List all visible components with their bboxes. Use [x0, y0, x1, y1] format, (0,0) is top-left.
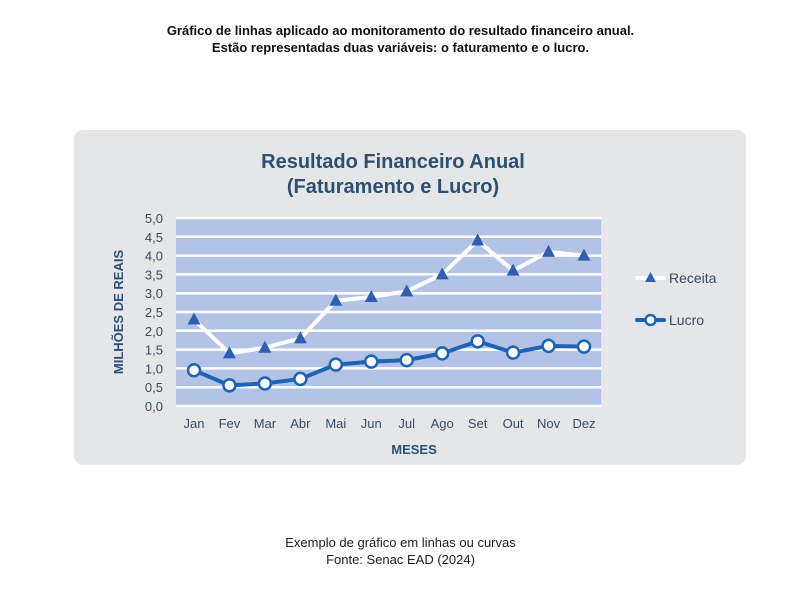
data-point-lucro [257, 376, 273, 391]
y-tick-label: 4,0 [145, 249, 163, 264]
chart-title-line-2: (Faturamento e Lucro) [287, 176, 499, 198]
data-point-lucro [293, 371, 308, 387]
intro-caption-line-1: Gráfico de linhas aplicado ao monitorame… [166, 23, 635, 38]
x-tick-labels: Jan Fev Mar Abr Mai Jun Jul Ago Set Out Nov Dez [184, 416, 596, 431]
x-tick-label: Jun [361, 416, 382, 431]
y-tick-label: 0,0 [145, 399, 163, 414]
y-tick-label: 2,5 [145, 305, 163, 320]
data-point-receita [329, 293, 343, 306]
data-point-receita [364, 289, 378, 302]
x-tick-label: Ago [431, 416, 454, 431]
x-tick-label: Fev [219, 416, 241, 431]
data-point-receita [293, 331, 307, 344]
data-point-receita [506, 263, 520, 276]
data-point-receita [222, 346, 236, 359]
x-tick-label: Dez [572, 416, 595, 431]
x-tick-label: Abr [290, 416, 311, 431]
legend-label-lucro: Lucro [669, 312, 704, 328]
y-tick-label: 4,5 [145, 230, 163, 245]
data-point-lucro [399, 352, 414, 368]
x-tick-label: Out [503, 416, 524, 431]
data-point-receita [542, 244, 556, 257]
y-tick-label: 3,5 [145, 267, 163, 282]
series-lines [186, 233, 592, 393]
data-point-lucro [186, 363, 202, 378]
data-point-lucro [364, 354, 379, 369]
chart-title-line-1: Resultado Financeiro Anual [261, 151, 525, 173]
x-axis-label: MESES [391, 442, 437, 457]
y-tick-label: 5,0 [145, 211, 163, 226]
data-point-lucro [541, 338, 556, 354]
data-point-lucro [576, 339, 592, 354]
data-point-lucro [328, 357, 344, 372]
x-tick-label: Jan [184, 416, 205, 431]
data-point-receita [400, 284, 414, 297]
y-axis-label: MILHÕES DE REAIS [111, 250, 126, 375]
data-point-lucro [470, 334, 485, 349]
series-line-receita [192, 238, 586, 356]
legend-marker-lucro [644, 313, 657, 327]
data-point-receita [187, 312, 201, 325]
data-point-receita [471, 233, 485, 246]
intro-caption: Gráfico de linhas aplicado ao monitorame… [0, 22, 801, 56]
x-tick-label: Mar [254, 416, 277, 431]
chart-card: Resultado Financeiro Anual (Faturamento … [74, 130, 746, 465]
footer-caption-line-1: Exemplo de gráfico em linhas ou curvas [285, 535, 516, 550]
data-point-receita [258, 340, 272, 353]
footer-caption: Exemplo de gráfico em linhas ou curvas F… [0, 534, 801, 568]
line-chart: Resultado Financeiro Anual (Faturamento … [111, 151, 717, 457]
footer-caption-line-2: Fonte: Senac EAD (2024) [326, 552, 475, 567]
y-tick-label: 2,0 [145, 324, 163, 339]
legend: Receita Lucro [635, 270, 717, 328]
y-tick-label: 1,0 [145, 361, 163, 376]
x-tick-label: Jul [398, 416, 415, 431]
data-point-lucro [505, 345, 521, 360]
x-tick-label: Nov [537, 416, 561, 431]
x-tick-label: Mai [325, 416, 346, 431]
data-point-receita [435, 267, 449, 280]
data-point-receita [577, 248, 591, 261]
intro-caption-line-2: Estão representadas duas variáveis: o fa… [211, 40, 590, 55]
x-tick-label: Set [468, 416, 488, 431]
y-tick-label: 3,0 [145, 286, 163, 301]
legend-label-receita: Receita [669, 270, 717, 286]
y-tick-label: 1,5 [145, 343, 163, 358]
data-point-lucro [222, 378, 237, 393]
y-tick-label: 0,5 [145, 380, 163, 395]
data-point-lucro [434, 346, 450, 361]
grid-lines [176, 216, 601, 408]
y-tick-labels: 0,0 0,5 1,0 1,5 2,0 2,5 3,0 3,5 4,0 4,5 5,0 [145, 211, 163, 414]
legend-marker-receita [645, 272, 656, 282]
